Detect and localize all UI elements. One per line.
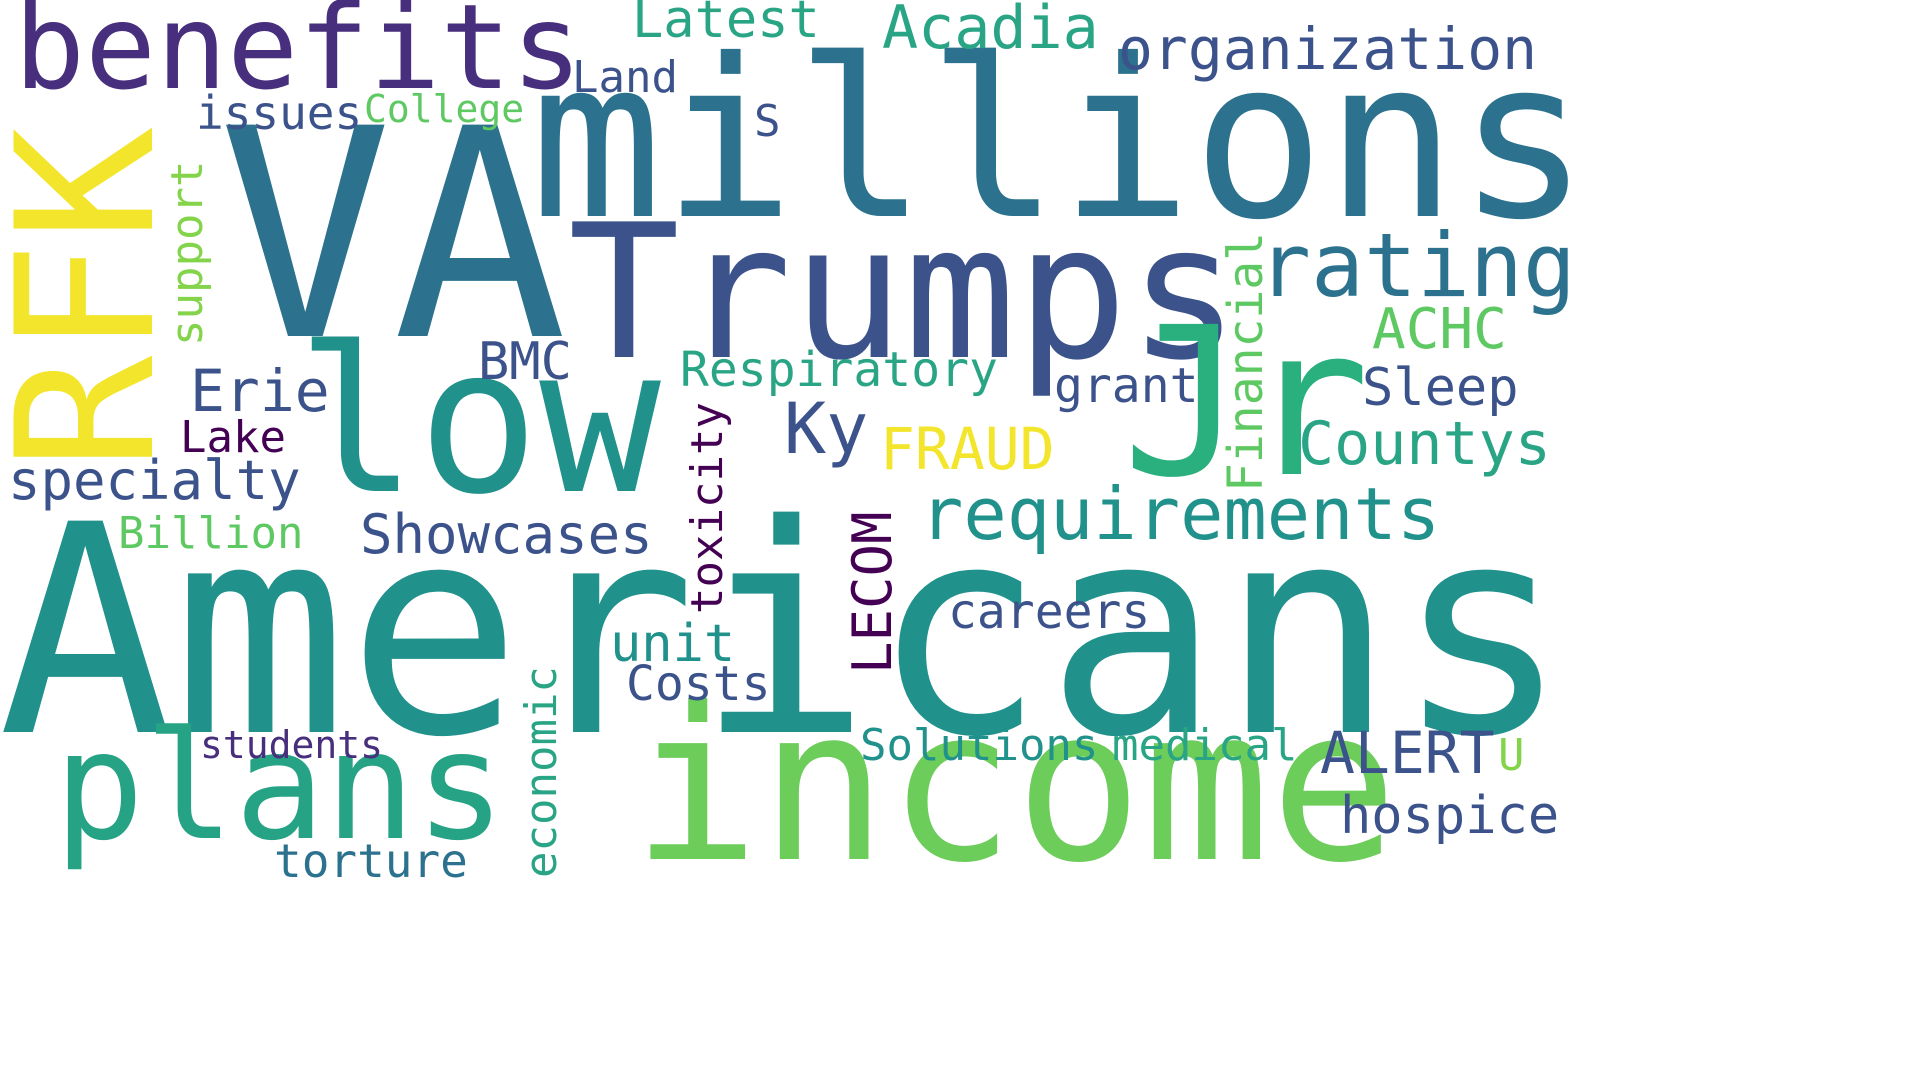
word-college: College xyxy=(364,87,525,131)
word-lecom: LECOM xyxy=(841,511,904,674)
word-showcases: Showcases xyxy=(360,503,653,566)
word-plans: plans xyxy=(54,700,506,874)
word-s: S xyxy=(754,96,781,147)
word-specialty: specialty xyxy=(8,449,301,512)
word-respiratory: Respiratory xyxy=(680,342,998,398)
word-bmc: BMC xyxy=(478,332,572,392)
word-unit: unit xyxy=(610,614,736,674)
word-acadia: Acadia xyxy=(882,0,1099,63)
word-benefits: benefits xyxy=(14,0,583,116)
word-careers: careers xyxy=(948,584,1151,640)
word-va: VA xyxy=(218,68,568,405)
word-solutions: Solutions xyxy=(860,720,1099,771)
word-hospice: hospice xyxy=(1340,786,1560,846)
word-billion: Billion xyxy=(118,508,304,559)
word-trumps: Trumps xyxy=(568,184,1240,401)
word-lake: Lake xyxy=(180,412,286,463)
word-costs: Costs xyxy=(626,656,771,712)
word-countys: Countys xyxy=(1298,409,1551,479)
word-support: support xyxy=(162,160,213,346)
word-issues: issues xyxy=(196,86,363,140)
word-rfk: RFK xyxy=(0,126,197,470)
word-sleep: Sleep xyxy=(1362,358,1519,418)
word-jr: Jr xyxy=(1122,283,1371,523)
word-income: income xyxy=(632,662,1398,909)
word-grant: grant xyxy=(1054,358,1199,414)
word-economic: economic xyxy=(516,666,567,878)
word-erie: Erie xyxy=(190,357,330,425)
word-organization: organization xyxy=(1118,15,1538,83)
word-toxicity: toxicity xyxy=(682,402,733,614)
word-land: Land xyxy=(572,52,678,103)
word-requirements: requirements xyxy=(920,472,1441,556)
word-medical: medical xyxy=(1112,720,1298,771)
word-u: U xyxy=(1498,730,1525,781)
word-millions: millions xyxy=(530,12,1590,268)
word-latest: Latest xyxy=(632,0,820,50)
word-financial: Financial xyxy=(1218,231,1274,492)
word-students: students xyxy=(200,723,384,767)
word-alert: ALERT xyxy=(1320,719,1495,787)
word-low: low xyxy=(296,303,661,539)
word-fraud: FRAUD xyxy=(880,415,1055,483)
word-achc: ACHC xyxy=(1372,297,1507,362)
word-ky: Ky xyxy=(784,388,869,470)
word-rating: rating xyxy=(1258,214,1576,317)
word-americans: Americans xyxy=(0,464,1570,801)
word-torture: torture xyxy=(274,834,468,888)
